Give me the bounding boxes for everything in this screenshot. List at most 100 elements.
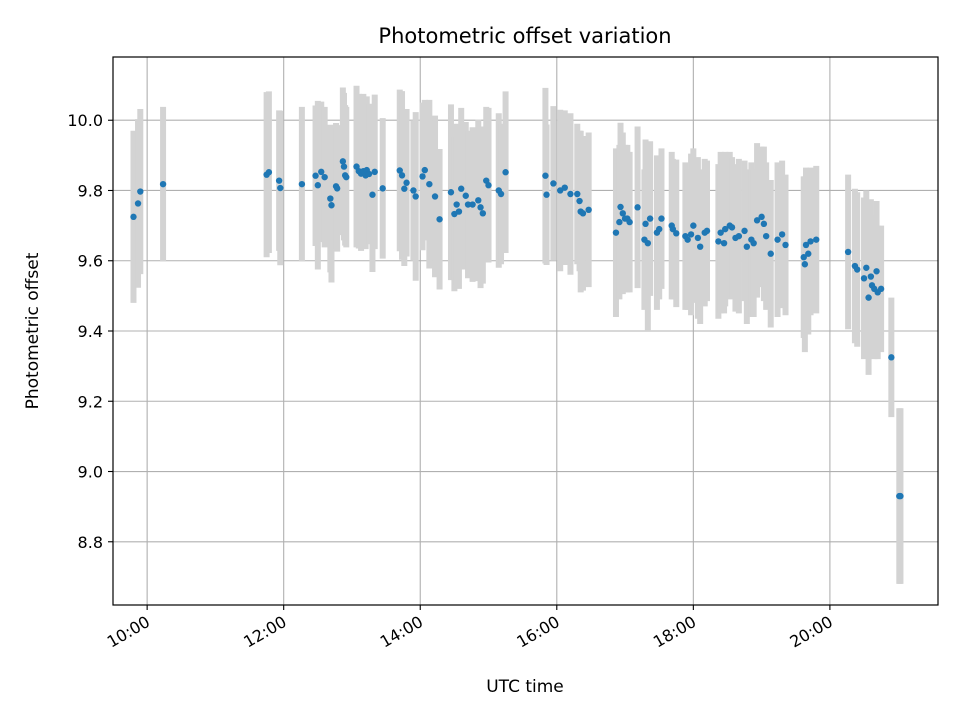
data-point bbox=[265, 169, 273, 176]
data-point bbox=[720, 239, 728, 247]
data-point bbox=[328, 202, 335, 209]
data-point bbox=[431, 193, 439, 200]
data-point bbox=[398, 172, 406, 179]
data-point bbox=[550, 180, 557, 187]
data-point bbox=[760, 220, 768, 228]
data-point bbox=[343, 173, 350, 181]
data-point bbox=[314, 182, 322, 189]
data-point bbox=[464, 201, 472, 208]
x-axis-label: UTC time bbox=[486, 677, 564, 697]
data-point bbox=[475, 197, 482, 204]
y-tick-label: 8.8 bbox=[78, 533, 103, 552]
data-point bbox=[419, 173, 426, 180]
data-point bbox=[436, 216, 443, 223]
y-tick-label: 10.0 bbox=[67, 111, 103, 130]
data-point bbox=[379, 185, 386, 192]
data-point bbox=[646, 215, 654, 222]
data-point bbox=[644, 239, 652, 247]
data-point bbox=[807, 238, 814, 245]
data-point bbox=[576, 197, 583, 205]
data-point bbox=[684, 236, 691, 243]
data-point bbox=[371, 168, 378, 176]
data-point bbox=[762, 232, 770, 240]
data-point bbox=[502, 169, 509, 176]
data-point bbox=[277, 184, 284, 192]
data-point bbox=[687, 231, 695, 238]
data-point bbox=[743, 243, 751, 250]
data-point bbox=[561, 184, 568, 191]
y-tick-label: 9.2 bbox=[78, 392, 103, 411]
data-point bbox=[403, 179, 410, 186]
data-point bbox=[728, 224, 736, 231]
data-point bbox=[778, 231, 786, 238]
data-point bbox=[616, 218, 623, 226]
data-point bbox=[543, 191, 550, 198]
data-point bbox=[369, 191, 376, 198]
data-point bbox=[735, 232, 743, 240]
y-axis-ticks: 8.8 9.0 9.2 9.4 9.6 9.8 10.0 bbox=[67, 111, 113, 552]
data-point bbox=[642, 220, 649, 228]
data-point bbox=[477, 204, 484, 211]
data-point bbox=[800, 254, 807, 261]
data-point bbox=[447, 189, 455, 196]
data-point bbox=[877, 285, 885, 293]
data-point bbox=[130, 213, 137, 221]
data-point bbox=[703, 227, 711, 235]
data-point bbox=[462, 192, 469, 199]
data-point bbox=[717, 229, 724, 236]
data-point bbox=[844, 248, 852, 256]
data-point bbox=[753, 217, 761, 224]
data-point bbox=[327, 195, 334, 202]
data-point bbox=[321, 173, 328, 181]
data-point bbox=[813, 236, 820, 243]
y-tick-label: 9.8 bbox=[78, 181, 103, 200]
y-tick-label: 9.4 bbox=[78, 322, 103, 341]
data-point bbox=[758, 213, 765, 221]
data-point bbox=[888, 354, 895, 361]
chart-title: Photometric offset variation bbox=[378, 24, 671, 48]
data-point bbox=[690, 222, 697, 229]
data-point bbox=[673, 230, 680, 237]
data-point bbox=[479, 210, 487, 217]
data-point bbox=[867, 273, 875, 280]
data-point bbox=[782, 241, 789, 249]
data-point bbox=[715, 238, 722, 245]
data-point bbox=[567, 190, 574, 198]
data-point bbox=[159, 180, 167, 188]
data-point bbox=[298, 180, 306, 188]
data-point bbox=[805, 250, 812, 257]
data-point bbox=[421, 166, 428, 174]
data-point bbox=[801, 261, 809, 268]
data-point bbox=[453, 201, 460, 208]
data-point bbox=[485, 182, 492, 189]
data-point bbox=[626, 218, 633, 226]
data-point bbox=[396, 167, 403, 174]
data-point bbox=[333, 185, 341, 192]
data-point bbox=[497, 190, 505, 198]
data-point bbox=[410, 187, 417, 194]
data-points bbox=[130, 158, 904, 500]
data-point bbox=[767, 250, 774, 257]
y-axis-label: Photometric offset bbox=[23, 252, 43, 409]
y-tick-label: 9.0 bbox=[78, 463, 103, 482]
data-point bbox=[863, 264, 870, 271]
data-point bbox=[619, 210, 626, 217]
data-point bbox=[741, 227, 748, 235]
data-point bbox=[134, 200, 142, 207]
data-point bbox=[339, 158, 347, 165]
data-point bbox=[873, 268, 880, 275]
data-point bbox=[275, 177, 283, 184]
data-point bbox=[860, 275, 868, 282]
data-point bbox=[585, 206, 592, 214]
data-point bbox=[774, 236, 781, 243]
data-point bbox=[365, 170, 373, 178]
data-point bbox=[455, 208, 463, 215]
data-point bbox=[542, 172, 549, 179]
data-point bbox=[634, 204, 641, 211]
data-point bbox=[574, 190, 581, 198]
data-point bbox=[458, 185, 465, 192]
data-point bbox=[401, 185, 408, 192]
